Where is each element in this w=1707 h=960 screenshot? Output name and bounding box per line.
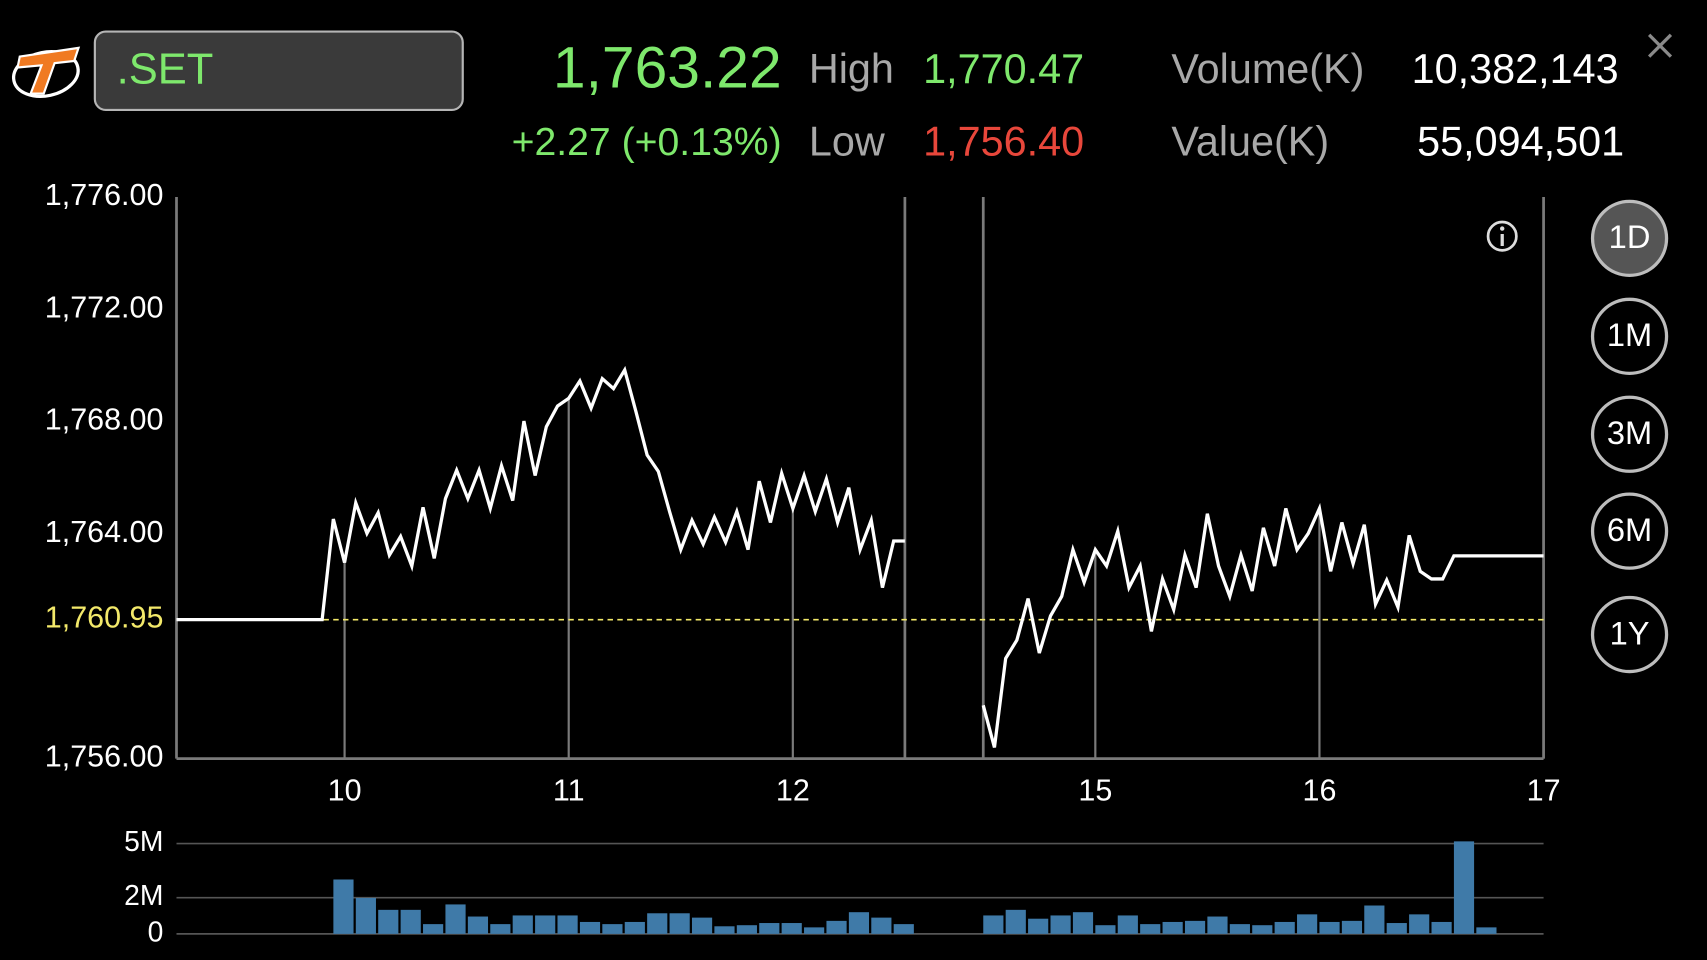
y-tick-label: 1,764.00 bbox=[45, 515, 164, 549]
y-tick-label: 1,756.00 bbox=[45, 740, 164, 774]
volume-bar bbox=[826, 920, 847, 934]
period-label[interactable]: 1D bbox=[1609, 218, 1651, 255]
period-button[interactable] bbox=[1590, 297, 1669, 375]
y-tick-label: 5M bbox=[124, 825, 163, 857]
value: 55,094,501 bbox=[1417, 119, 1624, 165]
low: 1,756.40 bbox=[923, 119, 1084, 165]
volume-bar bbox=[1341, 920, 1363, 934]
x-tick-label: 15 bbox=[1078, 773, 1112, 807]
volume-bar bbox=[400, 909, 421, 934]
volume-bar bbox=[355, 897, 376, 934]
volume-bar bbox=[1140, 924, 1161, 934]
period-button[interactable] bbox=[1590, 492, 1669, 570]
volume-bar bbox=[1431, 921, 1452, 934]
volume-bar bbox=[647, 913, 668, 934]
volume-bar bbox=[804, 927, 825, 934]
volume-bar bbox=[1162, 921, 1183, 934]
volume-bar bbox=[781, 923, 802, 934]
y-tick-label: 0 bbox=[148, 915, 164, 947]
volume-bar bbox=[893, 924, 914, 934]
volume-bar bbox=[467, 916, 489, 934]
x-tick-label: 12 bbox=[776, 773, 810, 807]
y-tick-label: 1,768.00 bbox=[45, 403, 164, 437]
volume-bar bbox=[1005, 909, 1026, 934]
y-tick-label: 1,772.00 bbox=[45, 290, 164, 324]
volume-bar bbox=[378, 909, 399, 934]
volume-bar bbox=[848, 912, 870, 934]
volume-bar bbox=[1476, 927, 1497, 934]
volume-label: Volume(K) bbox=[1171, 46, 1364, 92]
volume-bar bbox=[759, 923, 780, 934]
high: 1,770.47 bbox=[923, 46, 1084, 92]
volume-bar bbox=[490, 924, 511, 934]
volume-bar bbox=[1453, 841, 1475, 934]
volume-bar bbox=[445, 904, 466, 934]
volume-bar bbox=[1028, 918, 1049, 934]
volume-bar bbox=[1297, 914, 1318, 934]
reference-label: 1,760.95 bbox=[45, 601, 164, 635]
symbol-box[interactable] bbox=[93, 30, 464, 112]
volume-bar bbox=[1229, 924, 1250, 934]
period-label[interactable]: 6M bbox=[1607, 511, 1652, 548]
charts: 10 11 12 15 16 17 1,756.00 1,764.00 1,768.00 1,77… bbox=[45, 178, 1561, 947]
volume-bar bbox=[714, 926, 735, 934]
volume-bar bbox=[535, 915, 556, 934]
volume-bar bbox=[1117, 915, 1138, 934]
y-tick-label: 1,776.00 bbox=[45, 178, 164, 212]
volume: 10,382,143 bbox=[1412, 46, 1619, 92]
close-button[interactable] bbox=[1647, 33, 1673, 58]
volume-bar bbox=[512, 915, 533, 934]
volume-bar bbox=[1319, 921, 1340, 934]
high-label: High bbox=[809, 46, 894, 92]
volume-bar bbox=[1072, 912, 1094, 934]
last-price: 1,763.22 bbox=[553, 35, 782, 100]
period-button[interactable] bbox=[1590, 395, 1669, 473]
volume-bar bbox=[1184, 920, 1206, 934]
volume-bar bbox=[579, 921, 601, 934]
volume-bar bbox=[602, 924, 623, 934]
period-button[interactable] bbox=[1590, 595, 1669, 674]
volume-bar bbox=[736, 925, 757, 934]
volume-bar bbox=[1386, 923, 1407, 934]
volume-bar bbox=[983, 915, 1004, 934]
price-line bbox=[176, 365, 1544, 748]
low-label: Low bbox=[809, 119, 885, 165]
volume-bar bbox=[669, 913, 690, 934]
x-tick-label: 11 bbox=[553, 773, 585, 807]
period-buttons: 1D 1M 3M 6M 1Y bbox=[1590, 199, 1669, 674]
period-label[interactable]: 1Y bbox=[1610, 614, 1650, 651]
info-icon[interactable] bbox=[1486, 220, 1518, 252]
value-label: Value(K) bbox=[1171, 119, 1329, 165]
volume-bar bbox=[1050, 915, 1071, 934]
volume-bar bbox=[1095, 925, 1116, 934]
symbol[interactable]: .SET bbox=[117, 45, 214, 93]
logo bbox=[11, 46, 81, 98]
volume-bar bbox=[624, 921, 645, 934]
x-tick-label: 16 bbox=[1302, 773, 1336, 807]
volume-bar bbox=[1207, 916, 1228, 934]
volume-bar bbox=[1252, 925, 1273, 934]
x-tick-label: 17 bbox=[1527, 773, 1561, 807]
volume-bar bbox=[1364, 905, 1385, 934]
volume-bar bbox=[1274, 921, 1295, 934]
volume-bar bbox=[333, 879, 354, 934]
volume-bar bbox=[423, 924, 444, 934]
period-button[interactable] bbox=[1590, 199, 1669, 278]
volume-bar bbox=[1409, 914, 1430, 934]
volume-bar bbox=[691, 917, 713, 934]
period-label[interactable]: 1M bbox=[1607, 316, 1652, 353]
volume-bar bbox=[557, 915, 578, 934]
volume-bar bbox=[871, 917, 892, 934]
period-label[interactable]: 3M bbox=[1607, 414, 1652, 451]
change: +2.27 (+0.13%) bbox=[512, 121, 782, 164]
y-tick-label: 2M bbox=[124, 879, 163, 911]
x-tick-label: 10 bbox=[328, 773, 362, 807]
